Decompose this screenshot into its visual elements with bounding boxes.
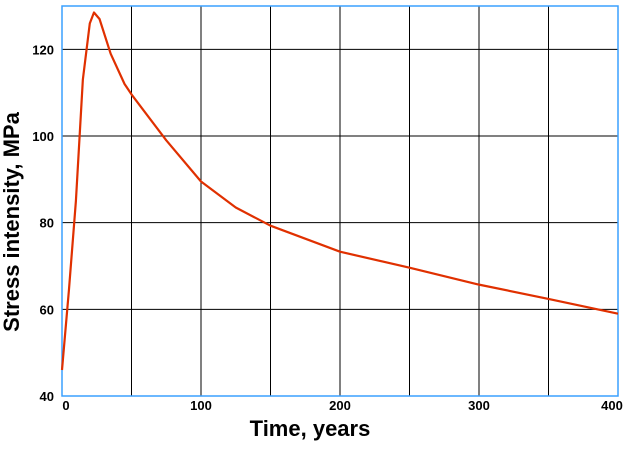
y-tick-label: 60 [40, 302, 54, 317]
y-tick-label: 100 [32, 129, 54, 144]
y-tick-label: 120 [32, 42, 54, 57]
x-tick-label: 100 [190, 398, 212, 413]
x-tick-label: 0 [62, 398, 69, 413]
plot-frame [61, 5, 619, 397]
x-tick-label: 300 [468, 398, 490, 413]
line-series [60, 11, 619, 371]
x-tick-label: 400 [601, 398, 623, 413]
y-tick-label: 80 [40, 216, 54, 231]
y-axis-label: Stress intensity, MPa [0, 111, 24, 331]
y-tick-label: 40 [40, 389, 54, 404]
x-tick-label: 200 [329, 398, 351, 413]
x-axis-label: Time, years [250, 416, 371, 441]
